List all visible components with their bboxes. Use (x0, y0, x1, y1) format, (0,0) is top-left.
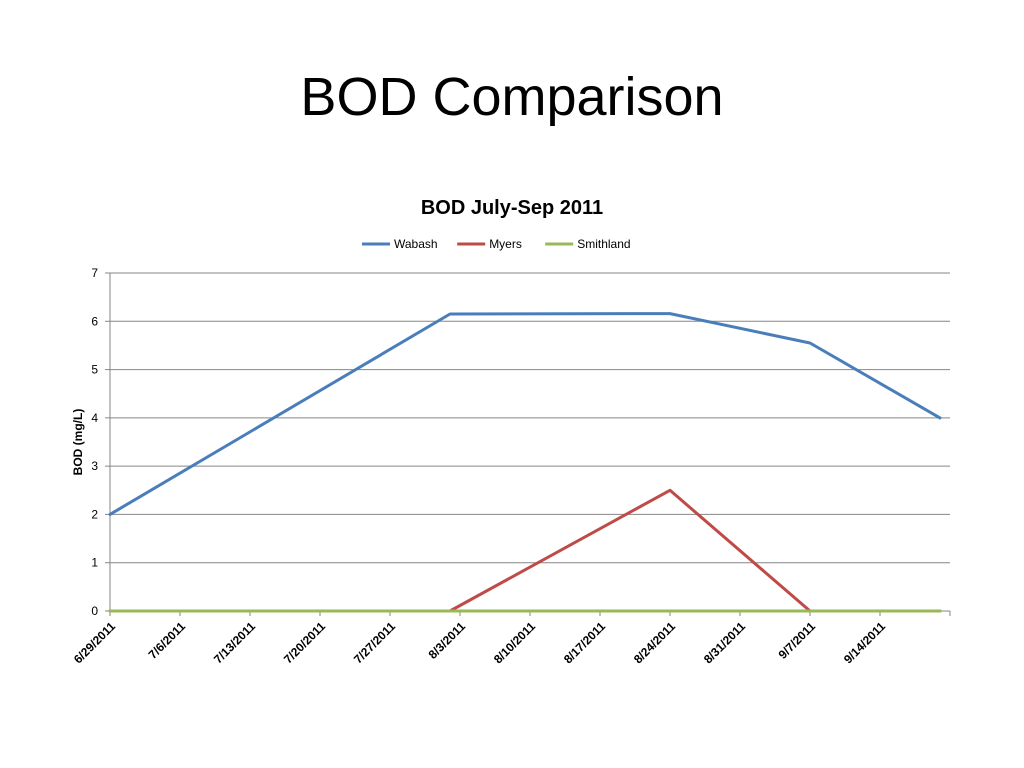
legend-label-smithland: Smithland (577, 237, 630, 251)
gridlines (109, 272, 950, 612)
series-group (108, 312, 942, 613)
series-line-myers (108, 488, 942, 613)
x-tick-label: 7/20/2011 (281, 619, 328, 666)
legend-label-myers: Myers (489, 237, 522, 251)
x-tick-label: 8/24/2011 (631, 619, 678, 666)
x-tick-label: 9/7/2011 (776, 619, 819, 662)
slide-title: BOD Comparison (300, 67, 724, 127)
x-axis-ticks: 6/29/2011 7/6/2011 7/13/2011 7/20/2011 7/27/… (71, 611, 951, 666)
x-tick-label: 8/17/2011 (561, 619, 608, 666)
x-tick-label: 8/31/2011 (701, 619, 748, 666)
y-tick-label: 1 (91, 556, 98, 570)
chart-title: BOD July-Sep 2011 (421, 197, 603, 219)
y-tick-label: 6 (91, 314, 98, 328)
chart-legend: Wabash Myers Smithland (362, 237, 631, 251)
y-tick-label: 5 (91, 363, 98, 377)
y-axis-ticks: 0 1 2 3 4 5 6 7 (91, 266, 110, 618)
y-tick-label: 0 (91, 604, 98, 618)
legend-label-wabash: Wabash (394, 237, 438, 251)
x-tick-label: 6/29/2011 (71, 619, 118, 666)
y-tick-label: 7 (91, 266, 98, 280)
x-tick-label: 8/3/2011 (426, 619, 469, 662)
x-tick-label: 7/27/2011 (351, 619, 398, 666)
series-line-wabash (108, 312, 942, 516)
x-tick-label: 7/13/2011 (211, 619, 258, 666)
y-tick-label: 3 (91, 459, 98, 473)
y-tick-label: 2 (91, 507, 98, 521)
x-tick-label: 9/14/2011 (841, 619, 888, 666)
x-tick-label: 7/6/2011 (146, 619, 189, 662)
y-tick-label: 4 (91, 411, 98, 425)
x-tick-label: 8/10/2011 (491, 619, 538, 666)
y-axis-label: BOD (mg/L) (71, 409, 85, 476)
